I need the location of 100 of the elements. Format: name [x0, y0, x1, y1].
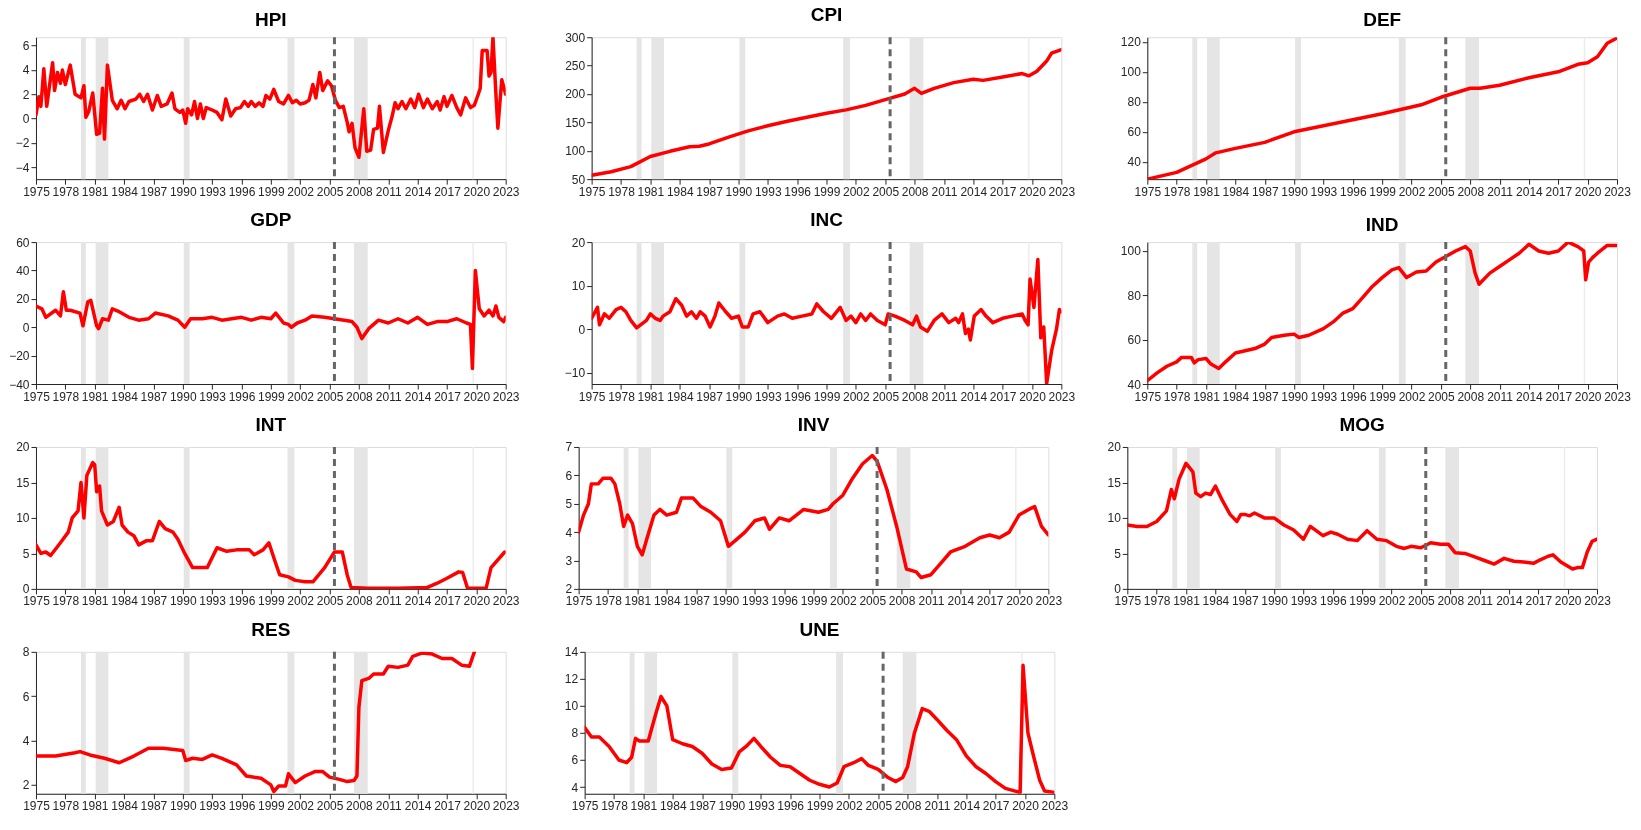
x-tick-label: 1987: [1251, 184, 1279, 199]
x-tick-label: 2008: [346, 184, 374, 199]
y-tick-label: 200: [565, 87, 586, 102]
chart-title: UNE: [799, 618, 840, 640]
x-tick-label: 2005: [872, 389, 900, 404]
x-tick-label: 1996: [777, 799, 805, 814]
x-tick-label: 2002: [287, 799, 315, 814]
x-tick-label: 1993: [199, 594, 227, 609]
y-tick-label: 14: [564, 645, 579, 660]
x-tick-label: 1984: [1222, 389, 1250, 404]
x-tick-label: 2005: [872, 184, 900, 199]
y-tick-label: 40: [16, 263, 30, 278]
x-tick-label: 2023: [1041, 799, 1069, 814]
y-tick-label: 0: [22, 582, 30, 597]
chart-title: RES: [251, 618, 291, 640]
chart-title: INV: [797, 413, 830, 435]
x-tick-label: 2017: [989, 184, 1017, 199]
y-tick-label: 40: [1127, 377, 1142, 392]
x-tick-label: 2023: [492, 184, 520, 199]
x-tick-label: 2008: [346, 799, 374, 814]
chart-title: CPI: [810, 4, 843, 26]
x-tick-label: 2011: [1487, 184, 1514, 199]
x-tick-label: 2014: [953, 799, 981, 814]
y-tick-label: 20: [1107, 440, 1122, 455]
x-tick-label: 1978: [52, 184, 80, 199]
y-tick-label: 250: [565, 59, 586, 74]
x-tick-label: 1999: [258, 799, 285, 814]
x-tick-label: 1987: [689, 799, 717, 814]
x-tick-label: 1975: [23, 799, 51, 814]
x-tick-label: 1984: [111, 389, 139, 404]
y-tick-label: 60: [1127, 125, 1142, 140]
x-tick-label: 1978: [1163, 389, 1191, 404]
y-tick-label: 6: [22, 39, 30, 54]
y-tick-label: 4: [22, 63, 30, 78]
x-tick-label: 1984: [666, 184, 694, 199]
x-tick-label: 2023: [492, 799, 520, 814]
x-tick-label: 1996: [1339, 184, 1367, 199]
x-tick-label: 2017: [1545, 389, 1573, 404]
x-tick-label: 2014: [404, 594, 432, 609]
y-tick-label: 0: [578, 322, 586, 337]
x-tick-label: 1987: [140, 389, 168, 404]
x-tick-label: 1978: [1163, 184, 1191, 199]
x-tick-label: 1996: [228, 389, 256, 404]
x-tick-label: 1984: [111, 799, 139, 814]
y-tick-label: 50: [571, 172, 586, 187]
x-tick-label: 2002: [287, 184, 315, 199]
y-tick-label: 20: [571, 235, 586, 250]
chart-title: INT: [255, 413, 287, 435]
x-tick-label: 2002: [843, 184, 871, 199]
y-tick-label: 4: [22, 734, 30, 749]
x-tick-label: 1999: [813, 184, 841, 199]
y-tick-label: 12: [564, 672, 579, 687]
x-tick-label: 2023: [492, 594, 520, 609]
x-tick-label: 2014: [1516, 184, 1544, 199]
x-tick-label: 1978: [608, 389, 636, 404]
x-tick-label: 2002: [830, 594, 858, 609]
x-tick-label: 2011: [924, 799, 951, 814]
x-tick-label: 2014: [960, 389, 988, 404]
y-tick-label: 0: [1114, 582, 1122, 597]
x-tick-label: 2005: [316, 799, 344, 814]
y-tick-label: 60: [1127, 333, 1142, 348]
x-tick-label: 2020: [463, 184, 491, 199]
x-tick-label: 1975: [1134, 184, 1162, 199]
x-tick-label: 2023: [1604, 389, 1632, 404]
x-tick-label: 2014: [1516, 389, 1544, 404]
chart-title: IND: [1365, 213, 1399, 235]
x-tick-label: 1993: [199, 799, 227, 814]
x-tick-label: 1996: [228, 184, 256, 199]
chart-title: INC: [810, 209, 844, 231]
x-tick-label: 2005: [1428, 184, 1456, 199]
x-tick-label: 1987: [696, 389, 724, 404]
x-tick-label: 1975: [578, 389, 606, 404]
x-tick-label: 1999: [1369, 389, 1397, 404]
x-tick-label: 1987: [140, 184, 168, 199]
x-tick-label: 2005: [316, 184, 344, 199]
x-tick-label: 1999: [258, 594, 285, 609]
chart-title: HPI: [255, 8, 287, 30]
y-tick-label: 60: [16, 235, 30, 250]
line-series: [591, 47, 1062, 177]
x-tick-label: 1999: [1349, 594, 1377, 609]
x-tick-label: 1990: [725, 184, 753, 199]
x-tick-label: 1981: [637, 389, 665, 404]
x-tick-label: 2017: [434, 594, 462, 609]
x-tick-label: 1984: [111, 184, 139, 199]
x-tick-label: 2011: [931, 389, 958, 404]
x-tick-label: 2023: [1604, 184, 1632, 199]
x-tick-label: 1996: [784, 184, 812, 199]
x-tick-label: 2017: [434, 184, 462, 199]
x-tick-label: 1975: [1114, 594, 1142, 609]
x-tick-label: 1987: [140, 799, 168, 814]
x-tick-label: 1999: [258, 184, 285, 199]
x-tick-label: 1993: [199, 184, 227, 199]
x-tick-label: 2002: [836, 799, 864, 814]
y-tick-label: 20: [16, 440, 30, 455]
y-tick-label: 100: [1120, 65, 1142, 80]
line-series: [578, 453, 1049, 580]
y-tick-label: 10: [571, 279, 586, 294]
x-tick-label: 1990: [1261, 594, 1289, 609]
x-tick-label: 2020: [1574, 184, 1602, 199]
y-tick-label: 10: [1107, 511, 1122, 526]
